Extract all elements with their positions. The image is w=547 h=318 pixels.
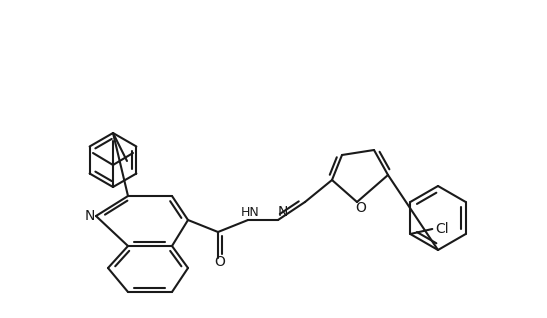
- Text: N: N: [278, 205, 288, 219]
- Text: HN: HN: [241, 205, 259, 218]
- Text: Cl: Cl: [435, 222, 449, 236]
- Text: O: O: [356, 201, 366, 215]
- Text: O: O: [214, 255, 225, 269]
- Text: N: N: [85, 209, 95, 223]
